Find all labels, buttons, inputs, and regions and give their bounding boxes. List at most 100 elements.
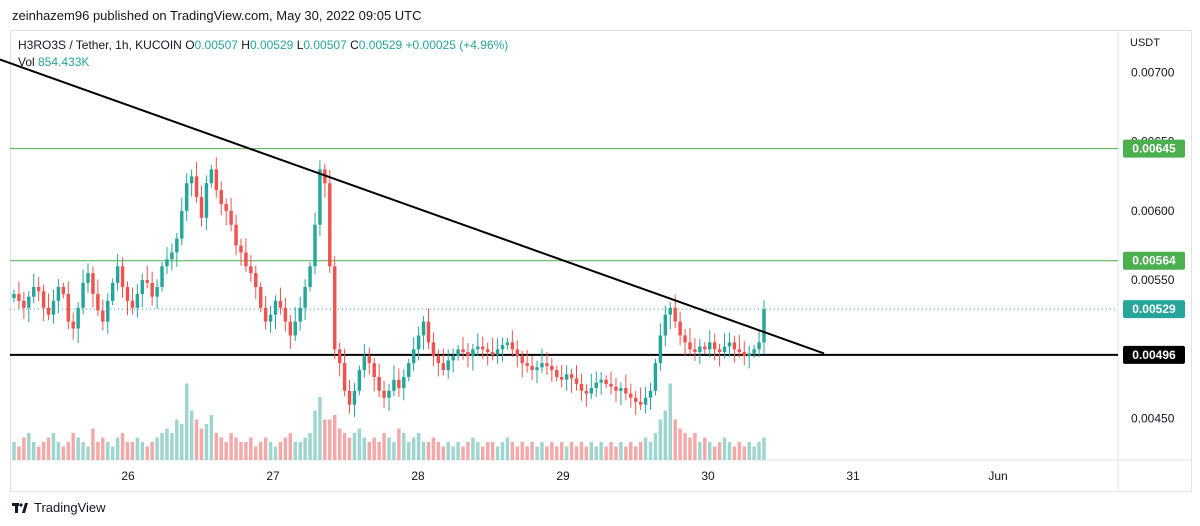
price-axis-label-box — [1123, 300, 1185, 319]
volume-bar — [426, 442, 431, 460]
candle-body — [303, 287, 307, 308]
candle-body — [426, 321, 431, 343]
y-tick-label: 0.00550 — [1131, 273, 1175, 287]
candle-body — [145, 280, 149, 283]
volume-bar — [313, 410, 317, 460]
volume-bar — [352, 433, 357, 460]
y-tick-label: 0.00450 — [1131, 411, 1175, 425]
candle-body — [722, 346, 727, 353]
volume-bar — [318, 397, 322, 460]
candle-body — [490, 352, 495, 355]
volume-bar — [397, 428, 401, 460]
symbol-label[interactable]: H3RO3S / Tether, 1h, KUCOIN — [18, 38, 182, 52]
volume-bar — [165, 428, 169, 460]
close-value: 0.00529 — [358, 38, 403, 52]
candle-body — [520, 356, 524, 364]
volume-bar — [194, 419, 199, 460]
volume-bar — [678, 428, 682, 460]
volume-bar — [204, 424, 209, 460]
footer: TradingView — [12, 500, 106, 515]
candle-body — [668, 307, 672, 315]
price-axis-label: 0.00645 — [1132, 142, 1176, 156]
volume-bar — [41, 442, 46, 460]
volume-legend: Vol 854.433K — [18, 55, 89, 69]
volume-bar — [747, 442, 751, 460]
candle-body — [698, 346, 702, 353]
volume-bar — [722, 437, 727, 460]
volume-bar — [574, 446, 579, 460]
volume-bar — [392, 442, 396, 460]
volume-bar — [609, 442, 613, 460]
volume-key: Vol — [18, 55, 35, 69]
candle-body — [683, 335, 687, 343]
candle-body — [411, 349, 416, 364]
volume-bar — [115, 437, 120, 460]
volume-bar — [387, 437, 391, 460]
volume-bar — [209, 415, 214, 460]
candle-body — [170, 252, 174, 260]
candle-body — [135, 293, 140, 308]
candle-body — [732, 342, 737, 350]
currency-label: USDT — [1130, 37, 1160, 49]
volume-bar — [268, 442, 273, 460]
volume-bar — [293, 442, 297, 460]
x-tick-label: 26 — [121, 469, 135, 483]
volume-bar — [515, 446, 520, 460]
volume-bar — [673, 419, 677, 460]
candle-body — [485, 349, 490, 353]
volume-bar — [258, 442, 263, 460]
volume-bar — [244, 442, 248, 460]
candle-body — [495, 349, 500, 355]
ohlc-legend: H3RO3S / Tether, 1h, KUCOIN O0.00507 H0.… — [18, 38, 508, 52]
x-tick-label: 27 — [266, 469, 280, 483]
volume-bar — [535, 446, 539, 460]
volume-bar — [707, 442, 712, 460]
low-key: L — [296, 38, 304, 52]
candle-body — [441, 363, 446, 371]
candle-body — [402, 376, 406, 389]
candle-body — [258, 287, 263, 308]
volume-bar — [263, 437, 268, 460]
candle-body — [559, 376, 564, 380]
volume-bar — [342, 433, 347, 460]
y-tick-label: 0.00600 — [1131, 204, 1175, 218]
volume-bar — [550, 442, 554, 460]
high-value: 0.00529 — [249, 38, 294, 52]
candle-body — [91, 273, 95, 294]
volume-bar — [461, 446, 465, 460]
candle-body — [278, 300, 283, 308]
candle-body — [165, 259, 169, 267]
volume-bar — [130, 442, 135, 460]
volume-bar — [332, 415, 337, 460]
volume-bar — [436, 442, 441, 460]
candle-body — [471, 349, 475, 357]
price-axis-label-box — [1123, 251, 1185, 270]
volume-bar — [757, 442, 761, 460]
candle-body — [727, 342, 732, 347]
candle-body — [150, 282, 154, 297]
candle-body — [347, 390, 352, 405]
candle-body — [175, 238, 179, 253]
volume-bar — [564, 446, 569, 460]
volume-bar — [214, 433, 219, 460]
footer-brand[interactable]: TradingView — [34, 500, 106, 515]
candle-body — [530, 365, 534, 371]
volume-bar — [633, 446, 638, 460]
volume-bar — [323, 419, 327, 460]
volume-bar — [91, 428, 95, 460]
candle-body — [293, 321, 297, 336]
candle-body — [476, 346, 480, 350]
volume-bar — [431, 437, 436, 460]
candle-body — [446, 360, 450, 371]
volume-bar — [683, 433, 687, 460]
x-tick-label: 28 — [411, 469, 425, 483]
volume-bar — [490, 442, 495, 460]
volume-bar — [27, 433, 31, 460]
candle-body — [224, 203, 228, 211]
candle-body — [86, 273, 90, 283]
volume-bar — [175, 419, 179, 460]
candle-body — [466, 352, 470, 357]
volume-bar — [249, 437, 253, 460]
candle-body — [263, 307, 268, 322]
